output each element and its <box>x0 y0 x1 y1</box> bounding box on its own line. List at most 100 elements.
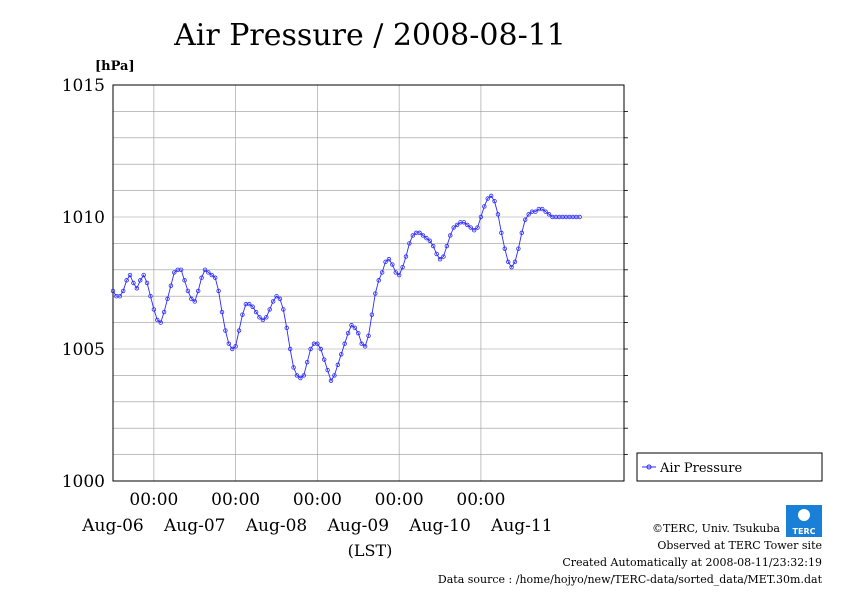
data-point <box>209 272 214 278</box>
data-point <box>451 225 456 230</box>
created-text: Created Automatically at 2008-08-11/23:3… <box>562 556 822 569</box>
data-point <box>424 235 429 241</box>
data-point <box>230 346 235 352</box>
data-point <box>390 262 395 267</box>
data-point <box>110 288 116 294</box>
data-point <box>206 270 211 275</box>
data-point <box>318 346 324 352</box>
data-point <box>195 288 201 294</box>
data-point <box>376 278 381 283</box>
data-point <box>417 230 422 236</box>
data-point <box>356 330 361 336</box>
data-point <box>526 212 531 217</box>
data-point <box>144 280 150 286</box>
data-point <box>192 299 197 304</box>
data-point <box>499 230 504 236</box>
observed-text: Observed at TERC Tower site <box>657 539 822 552</box>
data-point <box>362 344 368 349</box>
x-tick-label-time: 00:00 <box>129 490 178 510</box>
series-air-pressure <box>110 193 582 383</box>
data-point <box>291 365 296 370</box>
y-axis-ticks: 1000 1005 1010 1015 <box>62 76 628 492</box>
data-point <box>185 288 191 294</box>
data-point <box>345 330 351 336</box>
data-point <box>216 288 221 294</box>
legend: Air Pressure <box>636 452 823 482</box>
data-point <box>247 301 252 307</box>
data-point <box>257 315 262 320</box>
data-point <box>168 283 174 288</box>
data-point <box>304 360 310 365</box>
data-point <box>540 206 545 212</box>
logo-text: TERC <box>793 527 816 536</box>
plot-frame <box>112 84 625 482</box>
data-point <box>124 278 129 283</box>
y-tick-label: 1015 <box>62 76 105 96</box>
data-point <box>454 222 460 228</box>
data-point <box>158 320 163 325</box>
data-point <box>366 333 371 338</box>
data-point <box>519 230 524 236</box>
grid-lines <box>113 85 624 481</box>
data-point <box>393 270 398 275</box>
x-tick-label-time: 00:00 <box>293 490 342 510</box>
data-point <box>267 307 272 312</box>
data-point <box>233 344 238 349</box>
credit-text: ©TERC, Univ. Tsukuba <box>652 522 780 535</box>
legend-marker <box>646 464 652 470</box>
data-point <box>219 309 225 315</box>
data-point <box>161 309 167 315</box>
data-point <box>294 373 300 378</box>
data-point <box>127 272 133 278</box>
data-point <box>543 209 548 214</box>
data-point <box>332 373 337 378</box>
data-point <box>461 220 467 225</box>
data-point <box>431 243 436 249</box>
y-tick-label: 1000 <box>62 472 105 492</box>
data-point <box>240 312 245 317</box>
data-point <box>410 233 415 238</box>
x-tick-label-day: Aug-10 <box>408 516 470 536</box>
x-axis-label: (LST) <box>348 541 393 560</box>
data-point <box>131 280 136 286</box>
data-point <box>342 341 347 346</box>
data-point <box>400 264 405 270</box>
data-point <box>121 288 126 294</box>
data-point <box>492 198 497 204</box>
data-point <box>478 214 484 220</box>
data-point <box>523 217 528 222</box>
data-point <box>151 307 157 312</box>
data-point <box>315 341 320 346</box>
data-point <box>386 257 392 262</box>
data-point <box>502 246 507 251</box>
data-point <box>298 375 303 381</box>
data-point <box>471 227 477 233</box>
data-point <box>284 325 289 331</box>
y-tick-label: 1010 <box>62 208 105 228</box>
data-point <box>322 357 327 362</box>
data-point <box>434 251 439 257</box>
data-point <box>509 264 514 270</box>
data-point <box>396 272 402 278</box>
x-tick-label-time: 00:00 <box>211 490 260 510</box>
data-point <box>482 204 487 209</box>
data-point <box>253 309 259 315</box>
data-point <box>495 212 501 217</box>
data-point <box>441 254 446 259</box>
data-point <box>325 367 330 373</box>
data-point <box>264 315 269 320</box>
data-point <box>138 278 143 283</box>
data-point <box>403 254 409 259</box>
data-point <box>407 241 412 246</box>
data-point <box>475 225 480 230</box>
data-point <box>148 294 153 299</box>
data-point <box>212 275 218 280</box>
data-point <box>359 341 364 346</box>
x-tick-label-day: Aug-08 <box>245 516 307 536</box>
data-point <box>369 312 375 317</box>
data-point <box>420 233 426 238</box>
x-tick-label-day: Aug-11 <box>490 516 552 536</box>
x-tick-label-time: 00:00 <box>456 490 505 510</box>
data-point <box>437 257 443 262</box>
